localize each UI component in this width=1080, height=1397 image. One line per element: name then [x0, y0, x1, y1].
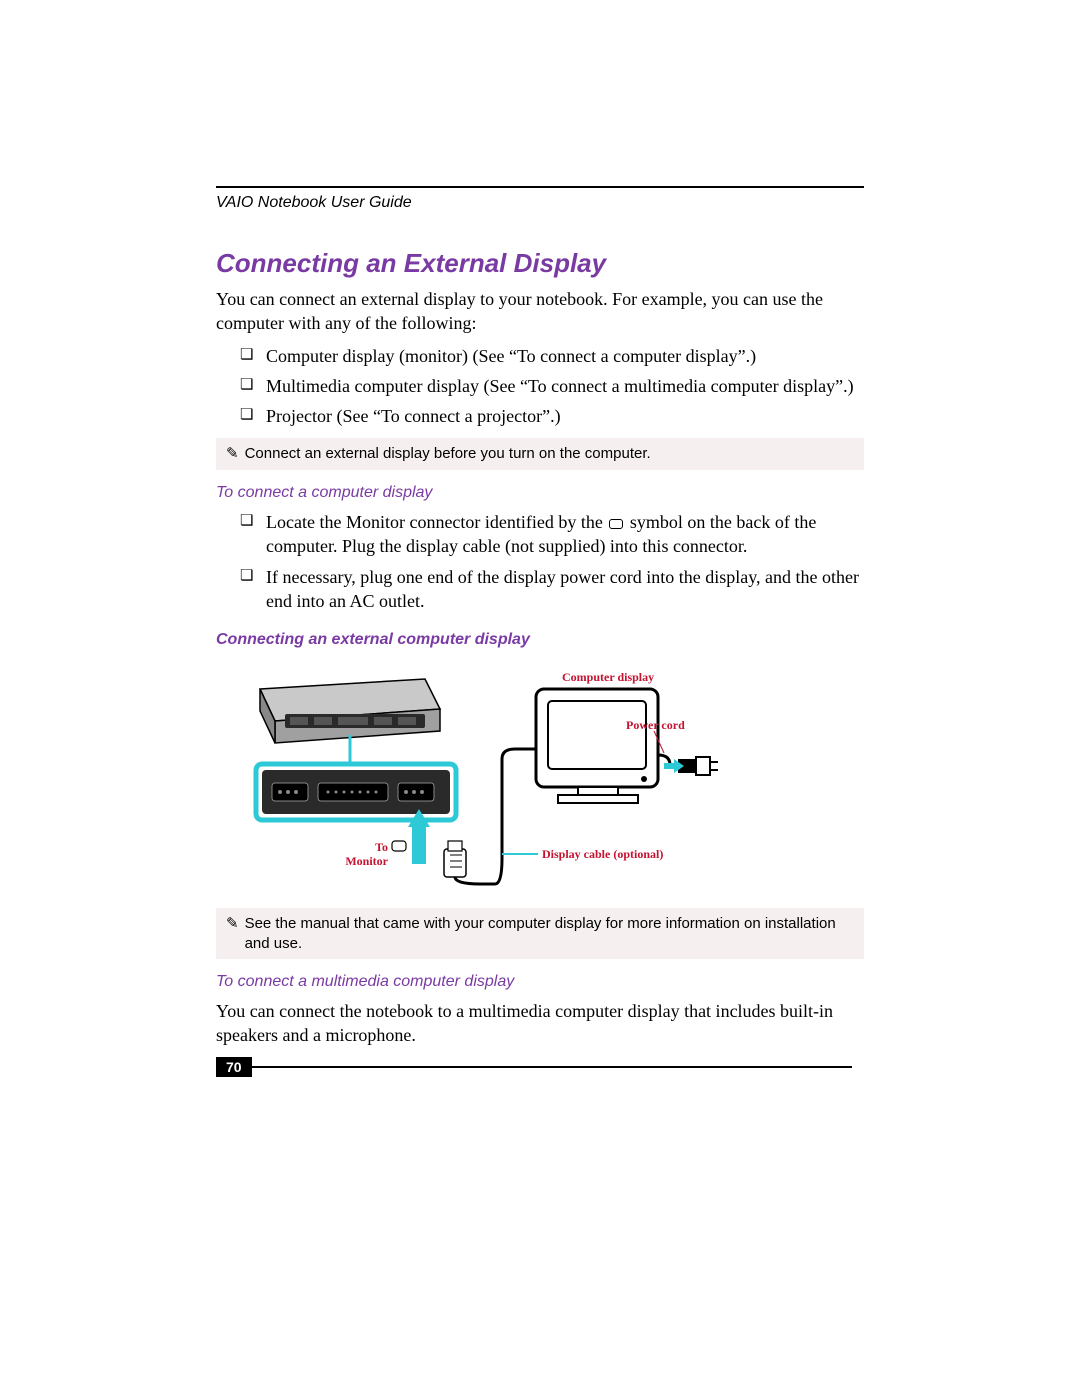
- label-monitor: Monitor: [345, 854, 388, 868]
- label-display-cable: Display cable (optional): [542, 847, 663, 861]
- note-text-1: Connect an external display before you t…: [245, 444, 651, 464]
- monitor-symbol-icon: [609, 519, 623, 529]
- pencil-icon: ✎: [226, 444, 239, 464]
- section2-heading: To connect a multimedia computer display: [216, 973, 864, 991]
- pencil-icon: ✎: [226, 914, 239, 934]
- step1-part1: Locate the Monitor connector identified …: [266, 512, 607, 532]
- label-power-cord: Power cord: [626, 718, 685, 732]
- list-item: If necessary, plug one end of the displa…: [240, 565, 864, 614]
- diagram: To Monitor: [240, 659, 864, 894]
- list-item: Locate the Monitor connector identified …: [240, 510, 864, 559]
- footer-rule: [252, 1066, 852, 1068]
- section1-steps: Locate the Monitor connector identified …: [240, 510, 864, 613]
- label-computer-display: Computer display: [562, 670, 654, 684]
- port-panel-icon: [256, 764, 456, 820]
- note-box-1: ✎ Connect an external display before you…: [216, 438, 864, 470]
- vga-plug-icon: [444, 841, 466, 877]
- main-heading: Connecting an External Display: [216, 248, 864, 279]
- guide-header: VAIO Notebook User Guide: [216, 194, 864, 212]
- monitor-symbol-small-icon: [392, 841, 406, 851]
- options-list: Computer display (monitor) (See “To conn…: [240, 344, 864, 429]
- intro-text: You can connect an external display to y…: [216, 287, 864, 336]
- list-item: Computer display (monitor) (See “To conn…: [240, 344, 864, 368]
- arrow-to-monitor-icon: [408, 809, 430, 864]
- display-cable-icon: [455, 749, 536, 884]
- list-item: Projector (See “To connect a projector”.…: [240, 404, 864, 428]
- list-item: Multimedia computer display (See “To con…: [240, 374, 864, 398]
- note-text-2: See the manual that came with your compu…: [245, 914, 854, 953]
- top-rule: [216, 186, 864, 188]
- label-to: To: [375, 840, 388, 854]
- note-box-2: ✎ See the manual that came with your com…: [216, 908, 864, 959]
- section2-body: You can connect the notebook to a multim…: [216, 999, 864, 1048]
- section1-heading: To connect a computer display: [216, 484, 864, 502]
- page-number: 70: [216, 1057, 252, 1077]
- monitor-icon: [536, 689, 658, 803]
- laptop-icon: [260, 679, 440, 743]
- page-footer: 70: [216, 1057, 864, 1077]
- figure-caption: Connecting an external computer display: [216, 631, 864, 649]
